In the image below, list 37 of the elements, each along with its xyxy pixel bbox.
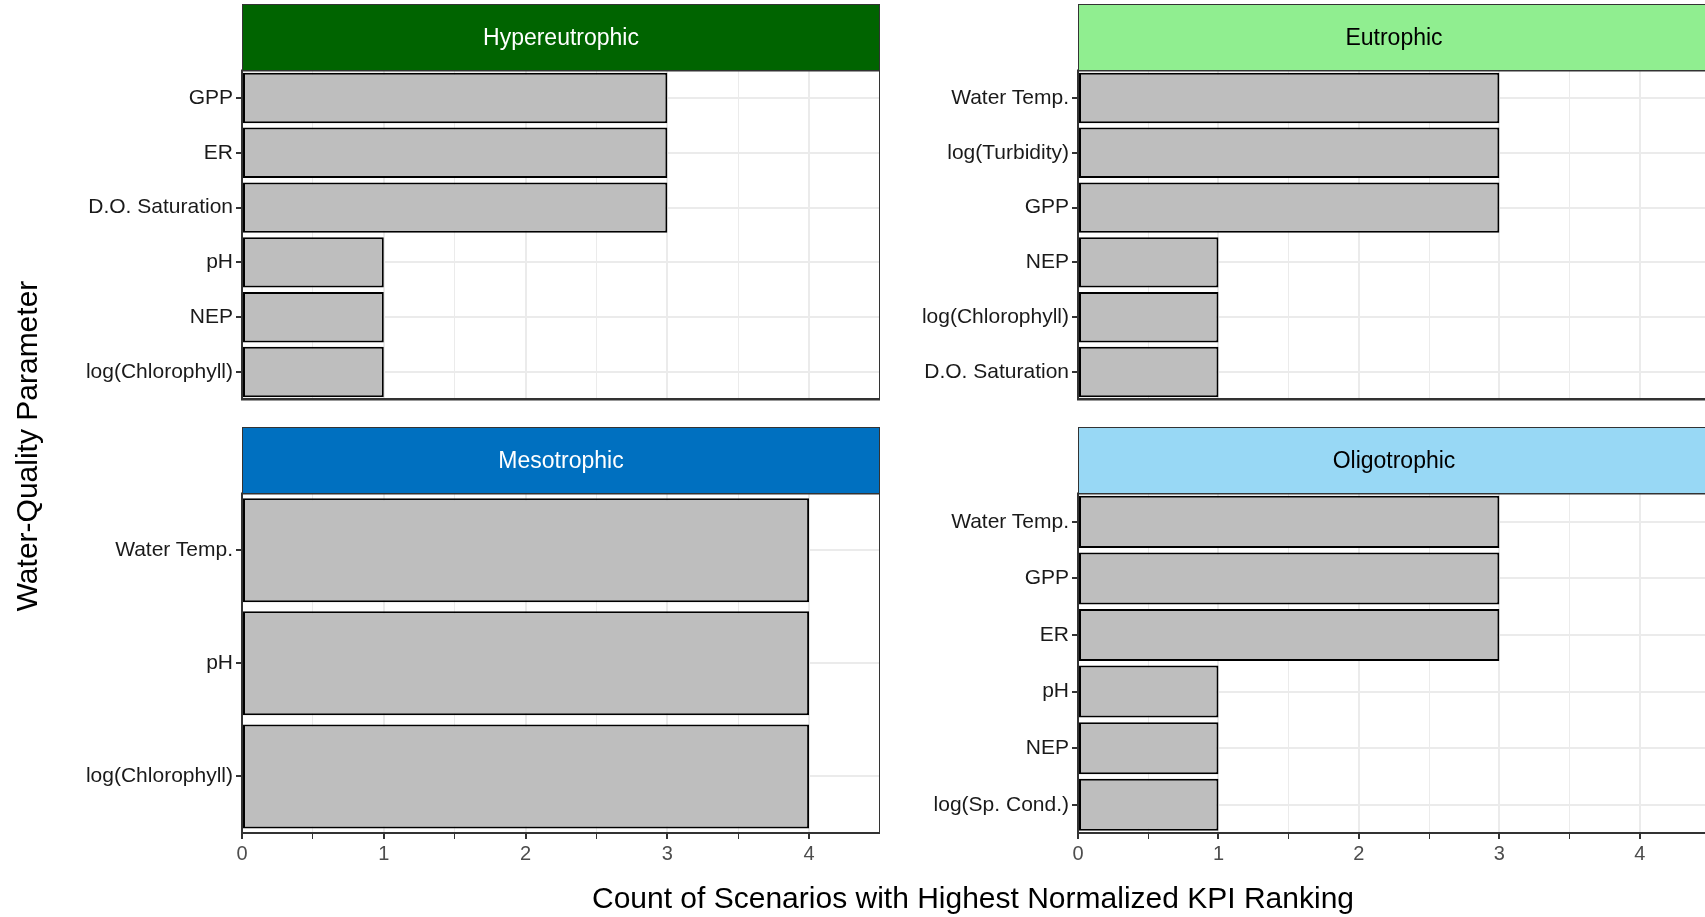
y-tick-label: NEP bbox=[189, 304, 233, 327]
y-tick-label: log(Chlorophyll) bbox=[921, 304, 1069, 327]
y-tick-label: GPP bbox=[188, 84, 233, 108]
chart-title: Mesotrophic bbox=[242, 427, 880, 494]
y-tick-label: Water Temp. bbox=[951, 508, 1069, 532]
chart-title: Oligotrophic bbox=[1078, 427, 1705, 494]
x-tick-label: 4 bbox=[803, 841, 815, 864]
x-tick-label: 3 bbox=[1493, 841, 1505, 864]
x-tick-label: 4 bbox=[1634, 841, 1646, 864]
y-tick-label: pH bbox=[206, 249, 233, 273]
x-tick-label: 0 bbox=[1072, 841, 1084, 864]
chart-title: Eutrophic bbox=[1078, 4, 1705, 71]
y-tick-label: log(Chlorophyll) bbox=[85, 763, 233, 787]
y-tick-label: D.O. Saturation bbox=[924, 358, 1069, 382]
y-tick-label: ER bbox=[1039, 621, 1069, 645]
y-tick-label: NEP bbox=[1025, 249, 1069, 273]
y-tick-label: Water Temp. bbox=[951, 84, 1069, 108]
y-tick-label: log(Turbidity) bbox=[947, 139, 1069, 163]
chart-title: Hypereutrophic bbox=[242, 4, 880, 71]
x-tick-label: 3 bbox=[661, 841, 673, 864]
x-tick-label: 1 bbox=[1212, 841, 1225, 864]
y-tick-label: GPP bbox=[1024, 194, 1069, 218]
y-tick-label: log(Chlorophyll) bbox=[85, 358, 233, 382]
y-tick-label: Water Temp. bbox=[115, 536, 233, 560]
y-tick-label: pH bbox=[1042, 678, 1069, 702]
y-tick-label: log(Sp. Cond.) bbox=[933, 791, 1069, 815]
y-axis-title: Water-Quality Parameter bbox=[10, 280, 44, 612]
x-tick-label: 0 bbox=[236, 841, 248, 864]
x-tick-label: 2 bbox=[519, 841, 532, 864]
y-tick-label: D.O. Saturation bbox=[88, 194, 233, 218]
x-axis-title: Count of Scenarios with Highest Normalized KPI Ranking bbox=[591, 881, 1355, 915]
x-tick-label: 2 bbox=[1353, 841, 1365, 864]
y-tick-label: pH bbox=[206, 650, 233, 674]
y-tick-label: ER bbox=[203, 139, 233, 163]
y-tick-label: NEP bbox=[1025, 734, 1069, 758]
x-tick-label: 1 bbox=[378, 841, 390, 864]
y-tick-label: GPP bbox=[1024, 565, 1069, 589]
